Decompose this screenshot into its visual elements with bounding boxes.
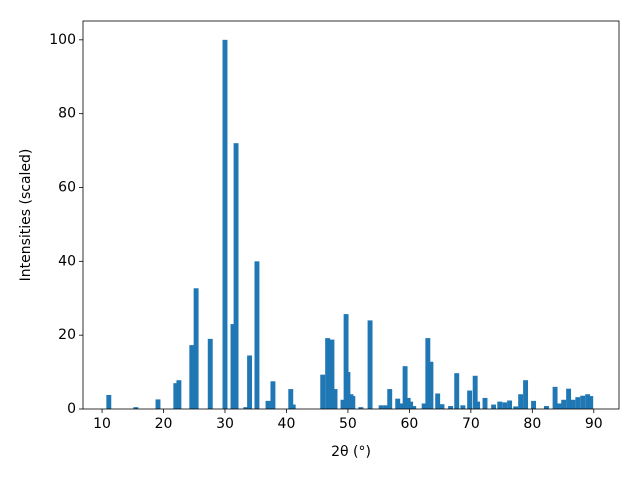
y-tick-label: 0 xyxy=(67,401,76,417)
x-tick-label: 50 xyxy=(339,416,357,432)
bar xyxy=(454,373,460,409)
x-tick-label: 40 xyxy=(278,416,296,432)
bar xyxy=(411,406,417,409)
bar xyxy=(133,407,139,409)
bar xyxy=(552,386,558,409)
x-tick-label: 10 xyxy=(93,416,111,432)
bar xyxy=(383,405,389,409)
bar xyxy=(207,338,213,409)
bar xyxy=(378,405,384,409)
bar xyxy=(467,390,473,409)
bar xyxy=(345,372,351,409)
bar xyxy=(531,400,537,409)
bar xyxy=(230,324,236,409)
bar xyxy=(387,389,393,409)
x-tick-label: 70 xyxy=(462,416,480,432)
bar xyxy=(402,366,408,409)
bar xyxy=(513,406,519,409)
bar xyxy=(523,380,529,409)
bar xyxy=(325,338,331,409)
bar xyxy=(254,261,260,409)
plot-frame xyxy=(82,20,620,410)
bar xyxy=(340,399,346,409)
bar xyxy=(343,314,349,409)
bar xyxy=(247,355,253,409)
bar xyxy=(518,394,524,409)
bar xyxy=(173,383,179,409)
bar xyxy=(566,388,572,409)
bar xyxy=(482,397,488,409)
bar xyxy=(398,403,404,409)
x-axis-label: 2θ (°) xyxy=(331,444,371,460)
bar xyxy=(367,320,373,409)
bar xyxy=(288,389,294,409)
bar xyxy=(243,407,249,409)
bar xyxy=(395,398,401,409)
bar xyxy=(428,361,434,409)
bar xyxy=(472,375,478,409)
bar xyxy=(588,396,594,409)
bar xyxy=(222,39,228,409)
bar xyxy=(475,401,481,409)
bar xyxy=(270,381,276,409)
y-tick-label: 60 xyxy=(58,179,76,195)
bar xyxy=(265,400,271,409)
bar xyxy=(106,394,112,409)
bar xyxy=(290,404,296,409)
y-tick-label: 20 xyxy=(58,327,76,343)
y-axis-label: Intensities (scaled) xyxy=(18,149,34,282)
bar xyxy=(155,399,161,409)
bar xyxy=(176,380,182,409)
y-tick-label: 100 xyxy=(49,32,76,48)
x-tick-label: 30 xyxy=(216,416,234,432)
bar xyxy=(439,404,445,409)
bar xyxy=(350,396,356,409)
bar xyxy=(408,401,414,409)
bar xyxy=(507,400,513,409)
bar xyxy=(580,395,586,409)
bar xyxy=(329,339,335,409)
bar xyxy=(575,397,581,409)
bar xyxy=(320,374,326,409)
bar xyxy=(332,389,338,409)
y-tick-label: 80 xyxy=(58,106,76,122)
bar xyxy=(448,406,454,409)
bar xyxy=(421,403,427,409)
bar xyxy=(425,338,431,409)
bar xyxy=(460,405,466,409)
x-tick-label: 60 xyxy=(400,416,418,432)
bar xyxy=(556,403,562,409)
bar xyxy=(189,345,195,409)
bar xyxy=(358,407,364,409)
bar xyxy=(585,394,591,409)
bar xyxy=(435,393,441,409)
bar xyxy=(561,399,567,409)
x-tick-label: 20 xyxy=(155,416,173,432)
bar xyxy=(193,288,199,409)
bar xyxy=(233,143,239,410)
x-tick-label: 90 xyxy=(585,416,603,432)
x-tick-label: 80 xyxy=(523,416,541,432)
bar xyxy=(570,399,576,409)
bar xyxy=(491,404,497,409)
bar xyxy=(502,402,508,409)
bar xyxy=(544,406,549,409)
y-tick-label: 40 xyxy=(58,253,76,269)
bar xyxy=(497,401,503,409)
